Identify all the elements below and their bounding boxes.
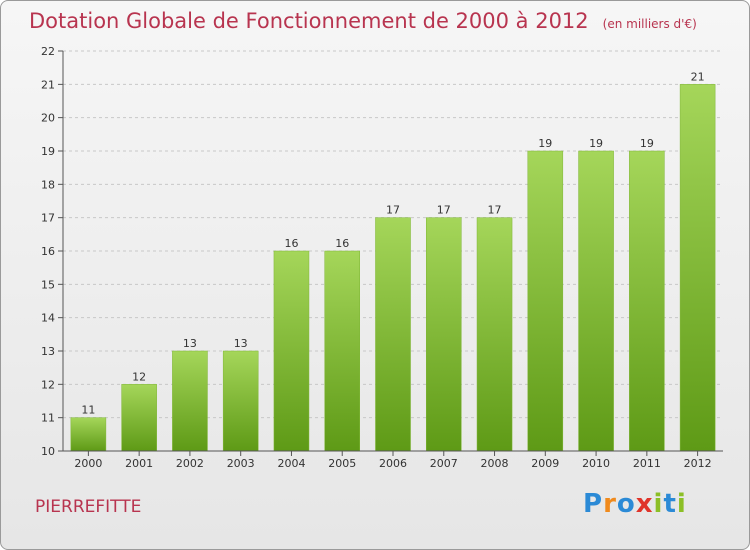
logo-letter: r xyxy=(603,489,617,519)
y-tick-label: 12 xyxy=(41,378,55,391)
bar xyxy=(578,150,614,452)
y-tick-label: 14 xyxy=(41,312,55,325)
bar-value-label: 19 xyxy=(538,137,552,150)
chart-title: Dotation Globale de Fonctionnement de 20… xyxy=(29,9,697,33)
bar xyxy=(273,250,310,452)
bar-value-label: 21 xyxy=(691,70,705,83)
bar xyxy=(629,150,665,452)
bar xyxy=(476,217,513,452)
x-tick-label: 2010 xyxy=(582,457,610,470)
bar-value-label: 17 xyxy=(488,204,502,217)
y-tick-label: 13 xyxy=(41,345,55,358)
y-tick-label: 15 xyxy=(41,278,55,291)
bar-value-label: 12 xyxy=(132,370,146,383)
y-tick-label: 16 xyxy=(41,245,55,258)
bar-value-label: 19 xyxy=(589,137,603,150)
x-tick-label: 2007 xyxy=(430,457,458,470)
x-tick-label: 2005 xyxy=(328,457,356,470)
bar xyxy=(324,250,360,452)
bar xyxy=(172,350,208,452)
logo-letter: P xyxy=(583,489,604,519)
y-tick-label: 20 xyxy=(41,112,55,125)
x-tick-label: 2002 xyxy=(176,457,204,470)
bar xyxy=(222,350,259,452)
bar-value-label: 16 xyxy=(284,237,298,250)
x-tick-label: 2003 xyxy=(227,457,255,470)
bar-value-label: 17 xyxy=(386,204,400,217)
y-tick-label: 21 xyxy=(41,78,55,91)
bar xyxy=(121,384,157,452)
bar xyxy=(679,84,716,452)
bar xyxy=(527,150,564,452)
logo-letter: o xyxy=(616,489,636,519)
x-tick-label: 2001 xyxy=(125,457,153,470)
y-tick-label: 17 xyxy=(41,212,55,225)
y-tick-label: 10 xyxy=(41,445,55,458)
bar-value-label: 17 xyxy=(437,204,451,217)
bar-value-label: 11 xyxy=(81,404,95,417)
axes: 10 11 12 13 14 15 16 17 18 19 20 21 22 2000 2001 2002 20… xyxy=(41,45,723,470)
x-tick-label: 2000 xyxy=(74,457,102,470)
logo-letter: t xyxy=(663,489,677,519)
place-name: PIERREFITTE xyxy=(35,497,142,517)
x-tick-label: 2008 xyxy=(481,457,509,470)
bar-value-label: 13 xyxy=(234,337,248,350)
bar xyxy=(426,217,462,452)
logo-letter: i xyxy=(676,489,687,519)
y-tick-label: 11 xyxy=(41,412,55,425)
bar xyxy=(375,217,411,452)
x-tick-label: 2012 xyxy=(684,457,712,470)
logo-letter: i xyxy=(653,489,664,519)
logo-letter: x xyxy=(635,489,654,519)
proxiti-logo: Proxiti xyxy=(583,489,687,519)
y-tick-label: 19 xyxy=(41,145,55,158)
bar-value-label: 19 xyxy=(640,137,654,150)
y-tick-label: 22 xyxy=(41,45,55,58)
title-unit: (en milliers d'€) xyxy=(602,17,697,31)
x-tick-label: 2009 xyxy=(531,457,559,470)
y-tick-label: 18 xyxy=(41,178,55,191)
x-tick-label: 2006 xyxy=(379,457,407,470)
x-tick-label: 2004 xyxy=(277,457,305,470)
bar-value-label: 13 xyxy=(183,337,197,350)
title-text: Dotation Globale de Fonctionnement de 20… xyxy=(29,9,589,33)
bars: 11 12 13 13 16 16 17 17 17 19 19 19 21 xyxy=(70,70,716,452)
bar xyxy=(70,417,107,452)
bar-value-label: 16 xyxy=(335,237,349,250)
x-tick-label: 2011 xyxy=(633,457,661,470)
